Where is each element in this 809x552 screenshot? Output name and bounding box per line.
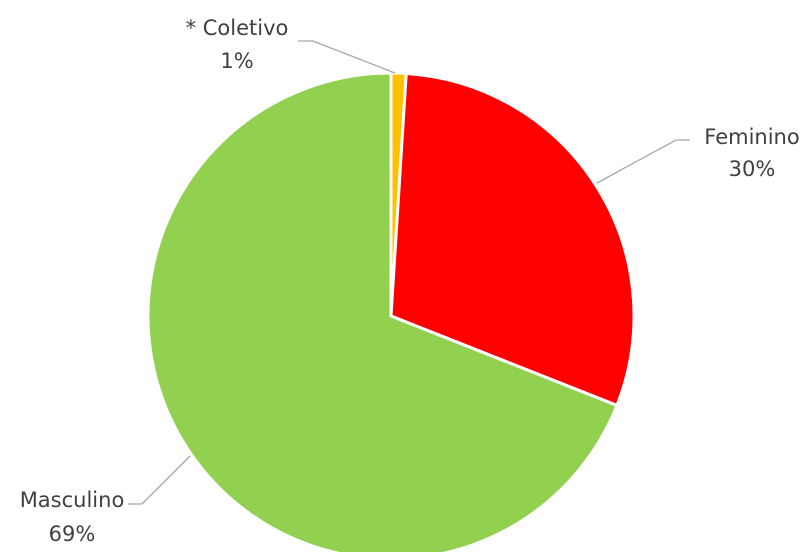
leader-line-masculino <box>128 455 191 505</box>
leader-line-feminino <box>596 139 690 184</box>
leader-line-coletivo <box>298 40 396 74</box>
slice-label-value-coletivo: 1% <box>220 49 253 73</box>
leader-lines <box>128 40 690 505</box>
data-labels: * Coletivo 1% Feminino 30% Masculino 69% <box>20 16 800 546</box>
pie-slice-feminino <box>389 71 636 407</box>
slice-label-value-feminino: 30% <box>729 157 776 181</box>
slice-label-value-masculino: 69% <box>49 522 96 546</box>
pie-slice-masculino <box>146 71 619 552</box>
pie-slices <box>146 71 636 552</box>
slice-label-name-feminino: Feminino <box>704 125 799 149</box>
slice-label-name-masculino: Masculino <box>20 488 125 512</box>
slice-label-name-coletivo: * Coletivo <box>186 16 289 40</box>
